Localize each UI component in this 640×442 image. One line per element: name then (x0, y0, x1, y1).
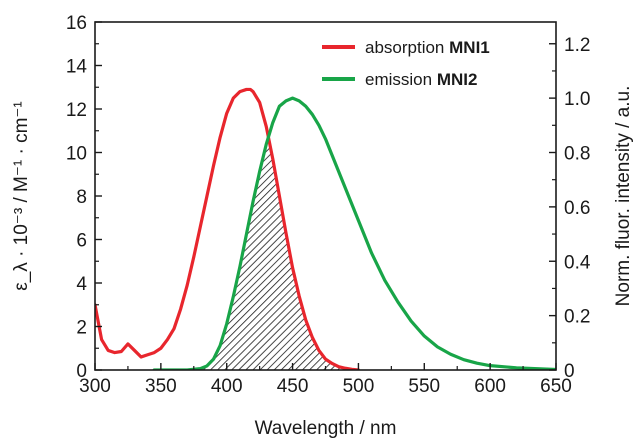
y-right-tick-label: 1.2 (564, 35, 590, 56)
y-left-tick-label: 16 (66, 13, 87, 34)
y-right-tick-label: 0 (564, 361, 575, 382)
y-left-tick-label: 8 (76, 187, 87, 208)
x-tick-label: 650 (540, 376, 572, 397)
absorption-line (95, 87, 361, 370)
x-tick-label: 300 (79, 376, 111, 397)
x-tick-label: 450 (277, 376, 309, 397)
y-left-tick-label: 14 (66, 57, 88, 78)
x-axis-title: Wavelength / nm (255, 418, 397, 439)
y-right-tick-label: 0.8 (564, 144, 590, 165)
legend: absorption MNI1 emission MNI2 (322, 38, 490, 89)
legend-label-emission-bold: MNI2 (437, 70, 478, 89)
y-left-tick-label: 4 (76, 274, 87, 295)
axis-ticks: 300 350 400 450 500 550 600 650024681012141600.… (66, 13, 591, 397)
x-tick-label: 600 (474, 376, 506, 397)
emission-line (152, 96, 556, 370)
legend-label-emission-plain: emission (365, 70, 437, 89)
x-tick-label: 500 (343, 376, 375, 397)
x-tick-label: 400 (211, 376, 243, 397)
y-right-tick-label: 0.6 (564, 198, 590, 219)
y-left-tick-label: 2 (76, 318, 87, 339)
y-left-tick-label: 10 (66, 144, 87, 165)
y-right-tick-label: 0.2 (564, 307, 590, 328)
legend-label-absorption: absorption MNI1 (365, 38, 490, 57)
y-left-tick-label: 12 (66, 100, 87, 121)
y-left-tick-label: 6 (76, 231, 87, 252)
series-layer (95, 87, 556, 370)
y-right-tick-label: 1.0 (564, 89, 590, 110)
y-left-tick-label: 0 (76, 361, 87, 382)
y-axis-left-title: ε_λ · 10⁻³ / M⁻¹ · cm⁻¹ (11, 101, 32, 291)
legend-label-absorption-plain: absorption (365, 38, 449, 57)
legend-label-emission: emission MNI2 (365, 70, 477, 89)
y-axis-right-title: Norm. fluor. intensity / a.u. (613, 86, 634, 307)
legend-label-absorption-bold: MNI1 (449, 38, 490, 57)
x-tick-label: 550 (408, 376, 440, 397)
plot-frame (94, 21, 557, 371)
y-right-tick-label: 0.4 (564, 252, 591, 273)
x-tick-label: 350 (145, 376, 177, 397)
